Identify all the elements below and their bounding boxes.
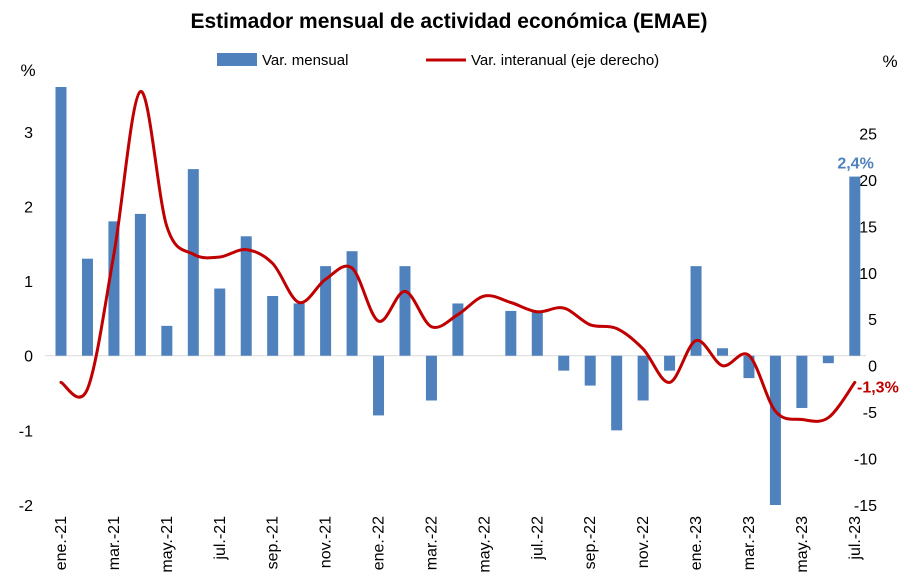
left-tick-label: -2 (19, 498, 33, 515)
legend: Var. mensual Var. interanual (eje derech… (217, 52, 659, 69)
bar-var-mensual (214, 288, 226, 356)
data-annotations: 2,4% -1,3% (837, 156, 898, 397)
bar-var-mensual (267, 296, 279, 356)
bar-var-mensual (240, 236, 252, 356)
bar-var-mensual (849, 176, 861, 356)
right-tick-label: 0 (868, 359, 877, 376)
bar-var-mensual (664, 355, 676, 371)
right-tick-label: 25 (859, 126, 877, 143)
bar-var-mensual (55, 87, 67, 356)
bar-var-mensual (452, 303, 464, 356)
bar-var-mensual (796, 355, 808, 408)
right-tick-label: 10 (859, 266, 877, 283)
right-tick-label: 15 (859, 219, 877, 236)
bar-var-mensual (717, 348, 728, 356)
bar-var-mensual (611, 355, 623, 431)
bar-var-mensual (769, 355, 781, 505)
x-tick-label: nov.-22 (635, 516, 652, 568)
bar-var-mensual (584, 355, 596, 386)
bar-var-mensual (505, 310, 517, 356)
x-tick-label: jul.-21 (212, 516, 229, 561)
bar-var-mensual (558, 355, 570, 371)
annotation-var-interanual: -1,3% (857, 379, 899, 396)
right-axis-unit: % (882, 52, 897, 71)
x-tick-label: ene.-23 (688, 516, 705, 570)
bar-var-mensual (293, 303, 305, 356)
left-tick-label: 3 (24, 125, 33, 142)
legend-label-var-interanual: Var. interanual (eje derecho) (471, 52, 659, 69)
left-tick-label: -1 (19, 423, 33, 440)
bar-var-mensual (743, 355, 755, 379)
bar-var-mensual (373, 355, 385, 416)
x-tick-label: jul.-22 (529, 516, 546, 561)
left-tick-label: 2 (24, 199, 33, 216)
chart-title: Estimador mensual de actividad económica… (191, 10, 708, 33)
bar-var-mensual (187, 169, 199, 356)
x-tick-label: mar.-23 (741, 516, 758, 570)
bar-var-mensual (531, 310, 543, 356)
bar-var-mensual (320, 266, 332, 356)
bar-var-mensual (637, 355, 649, 401)
x-tick-label: ene.-21 (53, 516, 70, 570)
x-tick-label: sep.-22 (582, 516, 599, 569)
x-tick-label: may.-21 (159, 516, 176, 573)
right-tick-label: 20 (859, 173, 877, 190)
bar-var-mensual (161, 325, 173, 356)
x-tick-label: may.-22 (476, 516, 493, 573)
line-var-interanual (59, 90, 857, 423)
bar-var-mensual (690, 266, 702, 356)
annotation-var-mensual: 2,4% (837, 156, 873, 173)
left-axis-ticks: -2 -1 0 1 2 3 (19, 125, 33, 515)
left-axis-unit: % (20, 61, 35, 80)
bars-var-mensual (55, 87, 861, 505)
right-tick-label: -10 (854, 452, 877, 469)
legend-swatch-var-mensual (217, 53, 257, 66)
left-tick-label: 0 (24, 349, 33, 366)
bar-var-mensual (822, 355, 834, 364)
x-axis-ticks: ene.-21 mar.-21 may.-21 jul.-21 sep.-21 nov.-… (53, 516, 864, 573)
x-tick-label: mar.-21 (106, 516, 123, 570)
bar-var-mensual (108, 221, 120, 356)
bar-var-mensual (134, 213, 146, 356)
bar-var-mensual (425, 355, 437, 401)
right-axis-ticks: -15 -10 -5 0 5 10 15 20 25 (854, 126, 877, 515)
x-tick-label: jul.-23 (847, 516, 864, 561)
legend-label-var-mensual: Var. mensual (262, 52, 348, 69)
right-tick-label: -15 (854, 498, 877, 515)
bar-var-mensual (399, 266, 411, 356)
x-tick-label: nov.-21 (318, 516, 335, 568)
x-tick-label: may.-23 (794, 516, 811, 573)
x-tick-label: mar.-22 (423, 516, 440, 570)
x-tick-label: ene.-22 (371, 516, 388, 570)
bar-var-mensual (346, 251, 358, 356)
x-tick-label: sep.-21 (265, 516, 282, 569)
right-tick-label: -5 (863, 405, 877, 422)
left-tick-label: 1 (24, 274, 33, 291)
bar-var-mensual (81, 258, 93, 356)
right-tick-label: 5 (868, 312, 877, 329)
